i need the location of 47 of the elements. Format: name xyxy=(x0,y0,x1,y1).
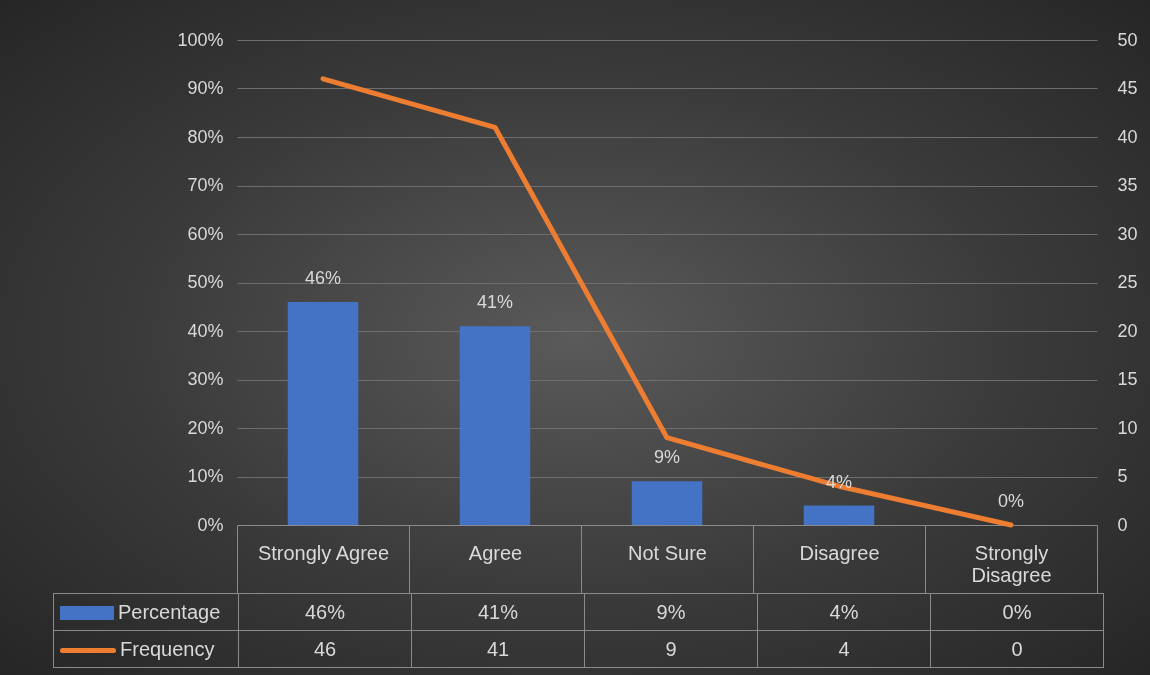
text: 41% xyxy=(476,292,514,313)
text: 46% xyxy=(304,267,342,288)
y-tick-label: 100% xyxy=(177,29,224,50)
y2-tick-label: 40 xyxy=(1117,126,1138,147)
data-label: 0 xyxy=(930,630,1104,668)
text: 0% xyxy=(997,491,1025,511)
y-tick-label: 20% xyxy=(187,417,224,438)
bar xyxy=(803,505,875,525)
legend-label: Frequency xyxy=(120,637,215,660)
y2-tick-label: 15 xyxy=(1117,369,1138,389)
x-tick-label: Agree xyxy=(468,541,523,564)
y-tick-label: 40% xyxy=(187,320,224,341)
y2-tick-label: 10 xyxy=(1117,417,1138,438)
y2-tick-label: 35 xyxy=(1117,175,1138,195)
y2-tick-label: 25 xyxy=(1117,272,1138,292)
data-label: 9 xyxy=(584,630,758,668)
y-tick-label: 60% xyxy=(187,223,224,244)
x-tick-label: Strongly Disagree xyxy=(971,541,1052,586)
y2-tick-label: 0 xyxy=(1117,514,1128,535)
bar xyxy=(459,326,531,525)
bar xyxy=(287,301,359,525)
data-label: 4 xyxy=(757,630,931,668)
y2-tick-label: 50 xyxy=(1117,29,1138,50)
y2-tick-label: 30 xyxy=(1117,223,1138,244)
data-label: 41% xyxy=(411,593,585,631)
data-label: 46 xyxy=(238,630,412,668)
y2-tick-label: 20 xyxy=(1117,320,1138,341)
y-tick-label: 0% xyxy=(197,514,224,535)
data-label: 41 xyxy=(411,630,585,668)
y-tick-label: 70% xyxy=(187,175,224,195)
y2-tick-label: 45 xyxy=(1117,78,1138,98)
y2-tick-label: 5 xyxy=(1117,466,1128,486)
y-tick-label: 10% xyxy=(187,466,224,486)
data-label: 0% xyxy=(930,593,1104,631)
data-label: 46% xyxy=(238,593,412,631)
y-tick-label: 90% xyxy=(187,78,224,98)
y-tick-label: 80% xyxy=(187,126,224,147)
legend-label: Percentage xyxy=(118,600,221,623)
data-label: 4% xyxy=(757,593,931,631)
y-tick-label: 50% xyxy=(187,272,224,292)
x-tick-label: Disagree xyxy=(799,541,880,564)
x-tick-label: Not Sure xyxy=(628,541,707,564)
text: 9% xyxy=(653,447,681,468)
x-tick-label: Strongly Agree xyxy=(257,541,390,564)
y-tick-label: 30% xyxy=(187,369,224,389)
bar xyxy=(631,481,703,525)
data-label: 9% xyxy=(584,593,758,631)
